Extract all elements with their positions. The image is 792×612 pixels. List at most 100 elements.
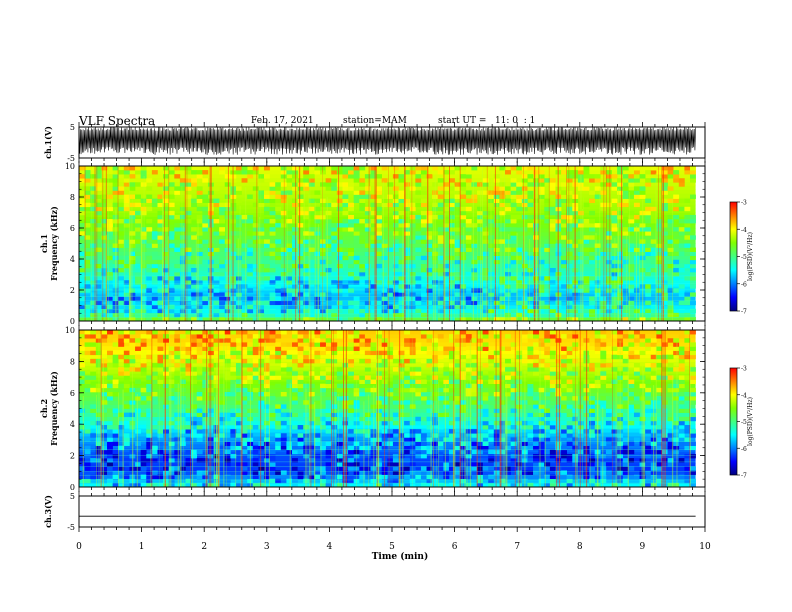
ch1-spectrogram-cell [342, 198, 349, 204]
ch2-spectrogram-cell [549, 354, 556, 360]
ch1-spectrogram-cell [286, 304, 293, 310]
ch1-spectrogram-cell [163, 263, 169, 269]
ch2-spectrogram-cell [191, 358, 198, 364]
ch1-spectrogram-cell [583, 166, 590, 171]
ch2-spectrogram-cell [645, 346, 652, 351]
ch2-spectrogram-cell [129, 453, 136, 459]
ch2-spectrogram-cell [123, 350, 130, 356]
ch1-spectrogram-cell [684, 206, 691, 212]
ch1-spectrogram-cell [527, 288, 534, 293]
ch2-spectrogram-cell [308, 383, 315, 389]
ch1-spectrogram-cell [263, 243, 270, 248]
ch2-spectrogram-cell [448, 412, 455, 418]
ch2-spectrogram-cell [454, 470, 461, 475]
ch2-spectrogram-cell [196, 474, 203, 480]
ch2-spectrogram-cell [594, 453, 601, 459]
ch2-spectrogram-cell [482, 396, 489, 401]
ch2-spectrogram-cell [353, 462, 360, 467]
ch1-spectrogram-cell [471, 239, 478, 244]
ch1-spectrogram-cell [432, 202, 439, 208]
ch1-spectrogram-cell [510, 316, 517, 322]
ch1-spectrogram-cell [247, 214, 254, 220]
ch1-spectrogram-cell [426, 247, 433, 252]
ch2-spectrogram-cell [101, 449, 108, 455]
ch2-spectrogram-cell [376, 396, 382, 401]
ch2-spectrogram-cell [387, 458, 394, 463]
ch1-spectrogram-cell [303, 247, 310, 252]
ch2-spectrogram-cell [297, 375, 304, 380]
ch1-spectrogram-cell [314, 231, 321, 236]
ch1-spectrogram-cell [146, 272, 153, 277]
ch2-spectrogram-cell [628, 391, 635, 397]
ch1-spectrogram-cell [684, 170, 691, 175]
ch2-spectrogram-cell [510, 391, 517, 397]
ch2-spectrogram-cell [482, 334, 489, 339]
ch2-spectrogram-cell [275, 391, 282, 397]
ch2-spectrogram-cell [521, 437, 528, 442]
ch1-spectrogram-cell [325, 219, 332, 224]
ch1-spectrogram-cell [118, 243, 125, 248]
ch2-spectrogram-cell [292, 449, 298, 455]
ch2-spectrogram-cell [516, 470, 523, 475]
ch2-spectrogram-cell [320, 334, 326, 339]
ch1-spectrogram-cell [465, 276, 472, 281]
ch1-spectrogram-cell [645, 182, 652, 187]
ch2-spectrogram-cell [247, 441, 254, 446]
ch1-spectrogram-cell [633, 259, 640, 265]
ch1-spectrogram-cell [628, 194, 635, 199]
ch1-spectrogram-cell [79, 223, 85, 228]
ch1-spectrogram-cell [348, 174, 354, 179]
ch1-spectrogram-cell [258, 194, 265, 199]
ch1-spectrogram-cell [516, 223, 523, 228]
ch1-spectrogram-cell [129, 186, 136, 191]
ch1-spectrogram-cell [331, 280, 338, 285]
ch1-spectrogram-cell [235, 300, 242, 305]
ch2-spectrogram-cell [392, 350, 399, 356]
ch2-spectrogram-cell [488, 400, 495, 405]
ch2-spectrogram-cell [292, 425, 298, 430]
ch1-spectrogram-cell [135, 239, 141, 244]
ch1-spectrogram-cell [499, 284, 506, 289]
ch2-spectrogram-cell [432, 453, 439, 459]
ch2-spectrogram-cell [673, 449, 680, 455]
ch1-spectrogram-cell [409, 263, 416, 269]
ch2-spectrogram-cell [185, 458, 192, 463]
ch2-spectrogram-cell [275, 354, 282, 360]
ch2-spectrogram-cell [527, 346, 534, 351]
ch1-spectrogram-cell [185, 186, 192, 191]
ch2-spectrogram-cell [482, 458, 489, 463]
ch2-spectrogram-cell [549, 334, 556, 339]
ch2-spectrogram-cell [196, 425, 203, 430]
ch1-spectrogram-cell [370, 276, 377, 281]
ch1-spectrogram-cell [437, 280, 444, 285]
ch1-spectrogram-cell [622, 288, 629, 293]
ch2-spectrogram-cell [633, 412, 640, 418]
ch1-spectrogram-cell [258, 272, 265, 277]
ch2-spectrogram-cell [247, 379, 254, 385]
ch1-spectrogram-cell [690, 170, 696, 175]
ch1-spectrogram-cell [359, 267, 366, 273]
ch1-spectrogram-cell [465, 312, 472, 318]
ch2-spectrogram-cell [645, 445, 652, 451]
ch1-spectrogram-cell [633, 178, 640, 183]
ch1-spectrogram-cell [505, 316, 511, 322]
ch2-spectrogram-cell [656, 346, 663, 351]
ch1-spectrogram-cell [505, 202, 511, 208]
ch1-spectrogram-cell [617, 280, 624, 285]
ch2-spectrogram-cell [471, 416, 478, 422]
ch2-spectrogram-cell [690, 371, 696, 376]
ch2-spectrogram-cell [656, 482, 663, 488]
ch1-spectrogram-cell [690, 292, 696, 297]
ch2-spectrogram-cell [460, 400, 467, 405]
ch1-spectrogram-cell [628, 247, 635, 252]
ch1-spectrogram-cell [549, 280, 556, 285]
ch2-spectrogram-cell [432, 420, 439, 426]
ch1-spectrogram-cell [101, 308, 108, 314]
ch2-spectrogram-cell [572, 358, 579, 364]
ch2-spectrogram-cell [118, 429, 125, 434]
ch1-spectrogram-cell [303, 210, 310, 216]
ch2-spectrogram-cell [230, 433, 237, 438]
ch1-spectrogram-cell [432, 182, 439, 187]
ch1-spectrogram-cell [611, 296, 618, 301]
ch2-spectrogram-cell [230, 396, 237, 401]
